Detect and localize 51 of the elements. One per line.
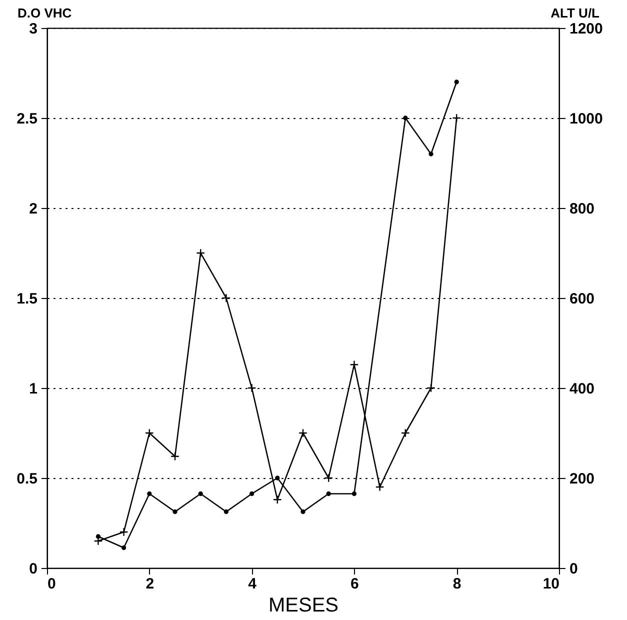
point [172, 509, 178, 514]
point [452, 114, 462, 122]
point [222, 294, 231, 302]
y2-tick-label: 200 [570, 470, 595, 488]
point [198, 491, 203, 496]
y-tick-label: 1 [29, 380, 38, 398]
x-tick-label: 6 [350, 576, 359, 592]
point [147, 491, 152, 496]
x-tick-label: 4 [248, 576, 258, 592]
y2-tick-label: 800 [570, 200, 595, 218]
y-tick-label: 1.5 [16, 290, 38, 308]
y2-tick-label: 0 [570, 560, 578, 578]
point [196, 248, 206, 258]
point [224, 509, 229, 514]
x-tick-label: 10 [542, 576, 560, 592]
point [144, 428, 154, 438]
y-axis-title: D.O VHC [18, 6, 72, 20]
point [428, 152, 434, 156]
y2-tick-label: 600 [570, 290, 595, 308]
x-tick-label: 2 [146, 576, 154, 592]
y2-tick-label: 1000 [570, 110, 603, 128]
point [170, 452, 180, 461]
point [119, 528, 128, 536]
point [121, 545, 126, 550]
x-tick-label: 0 [48, 576, 56, 592]
point [324, 474, 334, 482]
point [375, 482, 384, 492]
point [272, 495, 282, 504]
point [300, 509, 306, 514]
x-axis-title: MESES [268, 594, 339, 616]
y2-axis-title: ALT U/L [550, 6, 600, 20]
x-tick-label: 8 [452, 576, 462, 592]
point [96, 534, 101, 539]
y2-tick-label: 1200 [570, 20, 603, 38]
y2-tick-label: 400 [570, 380, 595, 398]
point [352, 491, 357, 496]
y-tick-label: 3 [29, 20, 38, 38]
y-tick-label: 2.5 [16, 110, 38, 128]
point [400, 428, 410, 438]
point [247, 384, 256, 392]
y-tick-label: 2 [29, 200, 38, 218]
point [350, 360, 359, 370]
point [298, 428, 308, 438]
point [426, 384, 436, 392]
point [326, 491, 331, 496]
point [454, 80, 459, 84]
y-tick-label: 0.5 [16, 470, 38, 488]
point [403, 116, 408, 120]
y-tick-label: 0 [29, 560, 38, 578]
point [249, 491, 254, 496]
point [275, 476, 280, 480]
